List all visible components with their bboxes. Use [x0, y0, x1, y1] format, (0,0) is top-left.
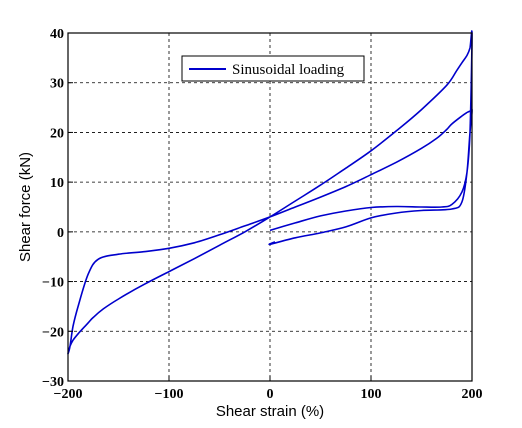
y-tick-label: 10 [50, 176, 64, 191]
legend: Sinusoidal loading [181, 55, 365, 82]
y-axis-title: Shear force (kN) [17, 152, 34, 262]
y-tick-label: −20 [42, 325, 64, 340]
x-tick-label: 200 [462, 387, 483, 402]
legend-label: Sinusoidal loading [232, 62, 345, 78]
y-tick-label: 40 [50, 27, 64, 42]
y-tick-label: −10 [42, 276, 64, 291]
y-tick-label: 30 [50, 77, 64, 92]
y-tick-label: −30 [42, 375, 64, 390]
y-tick-label: 20 [50, 126, 64, 141]
x-tick-label: 0 [267, 387, 274, 402]
x-tick-label: −100 [155, 387, 184, 402]
grid-layer [68, 33, 472, 381]
x-axis-title: Shear strain (%) [216, 403, 324, 420]
x-tick-label: 100 [361, 387, 382, 402]
y-tick-label: 0 [57, 226, 64, 241]
x-tick-label: −200 [54, 387, 83, 402]
